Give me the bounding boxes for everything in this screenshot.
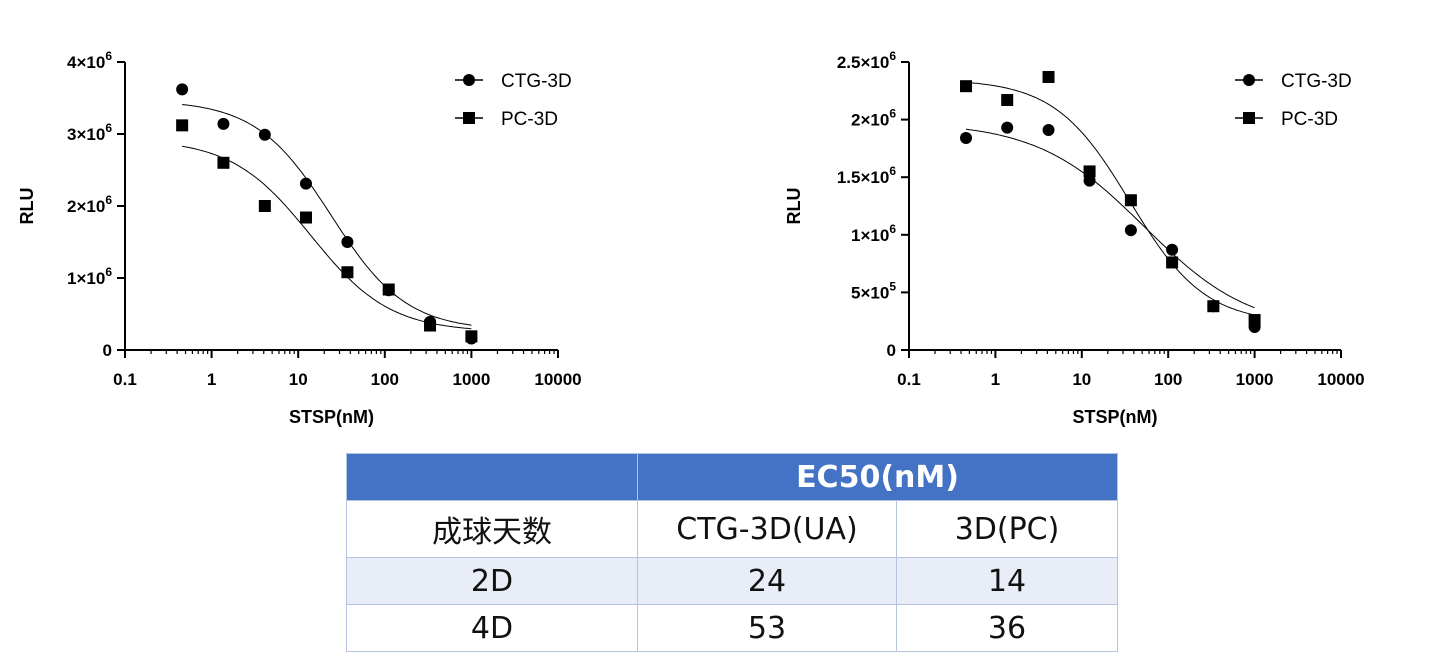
fit-curve-pc-3d (181, 145, 472, 330)
table-cell: 14 (895, 557, 1119, 605)
x-tick-label: 1 (207, 370, 216, 389)
data-point (1001, 94, 1014, 107)
ec50-group-header: EC50(nM) (636, 453, 1119, 501)
x-tick-label: 0.1 (897, 370, 921, 389)
y-tick-label: 0 (887, 341, 896, 360)
data-point (960, 132, 973, 145)
y-tick-label: 3×106 (67, 121, 112, 144)
legend-label: PC-3D (1281, 109, 1338, 130)
data-point (341, 266, 354, 279)
y-tick-label: 5×105 (851, 279, 896, 302)
x-axis-title: STSP(nM) (289, 407, 374, 427)
y-tick-label: 1.5×106 (837, 164, 896, 187)
y-tick-label: 1×106 (67, 265, 112, 288)
data-point (1124, 194, 1137, 207)
x-tick-label: 10000 (1317, 370, 1364, 389)
data-point (176, 119, 189, 132)
x-tick-label: 100 (1154, 370, 1182, 389)
data-point (1001, 121, 1014, 134)
y-tick-label: 4×106 (67, 49, 112, 72)
table-cell: 4D (346, 604, 638, 652)
x-axis-title: STSP(nM) (1073, 407, 1158, 427)
legend-marker (463, 112, 475, 124)
x-tick-label: 10 (1072, 370, 1091, 389)
legend-label: CTG-3D (1281, 71, 1352, 92)
x-tick-label: 0.1 (113, 370, 137, 389)
legend-marker (463, 74, 475, 86)
x-tick-label: 1 (991, 370, 1000, 389)
y-tick-label: 1×106 (851, 222, 896, 245)
table-cell: 53 (637, 604, 897, 652)
fit-curve-pc-3d (965, 81, 1255, 316)
y-tick-label: 2.5×106 (837, 49, 896, 72)
x-tick-label: 100 (371, 370, 399, 389)
data-point (258, 200, 271, 212)
x-tick-label: 1000 (1236, 370, 1274, 389)
fit-curve-ctg-3d (182, 104, 472, 326)
chart-left: 0.1 1 10 100 1000 10000 0 1×106 2×106 3×106 4×106 S… (17, 49, 582, 427)
data-point (1042, 70, 1055, 83)
table-row: 2D 24 14 (346, 557, 1119, 605)
y-tick-label: 0 (103, 341, 112, 360)
data-point (1124, 224, 1137, 237)
data-point (341, 236, 354, 248)
ec50-table: EC50(nM) 成球天数 CTG-3D(UA) 3D(PC) 2D 24 14… (346, 453, 1119, 652)
data-point (176, 83, 189, 96)
data-point (424, 319, 437, 332)
data-point (960, 80, 973, 93)
data-point (1166, 243, 1179, 256)
column-header-ctg: CTG-3D(UA) (637, 500, 897, 558)
data-point (1042, 123, 1055, 136)
data-point (217, 117, 230, 130)
column-header-pc: 3D(PC) (895, 500, 1119, 558)
chart-right: 0.1 1 10 100 1000 10000 0 5×105 1×106 1.5×106 2×10… (784, 49, 1365, 427)
data-point (217, 156, 230, 169)
table-header-row: EC50(nM) (346, 453, 1119, 501)
y-tick-label: 2×106 (851, 107, 896, 130)
x-tick-label: 1000 (452, 370, 490, 389)
legend-label: PC-3D (501, 109, 558, 130)
data-point (1207, 300, 1220, 313)
table-corner-cell (346, 453, 638, 501)
y-axis-title: RLU (17, 188, 37, 225)
table-cell: 24 (637, 557, 897, 605)
fit-curve-ctg-3d (965, 128, 1255, 309)
data-point (382, 283, 395, 296)
x-tick-label: 10000 (534, 370, 581, 389)
y-tick-label: 2×106 (67, 193, 112, 216)
table-cell: 2D (346, 557, 638, 605)
y-axis-title: RLU (784, 188, 804, 225)
data-point (299, 177, 312, 190)
table-cell: 36 (895, 604, 1119, 652)
data-point (465, 330, 478, 343)
legend-marker (1243, 112, 1255, 124)
table-column-row: 成球天数 CTG-3D(UA) 3D(PC) (346, 500, 1119, 558)
data-point (1248, 314, 1261, 327)
x-tick-label: 10 (289, 370, 308, 389)
legend-label: CTG-3D (501, 71, 572, 92)
data-point (299, 211, 312, 224)
data-point (258, 128, 271, 141)
table-row: 4D 53 36 (346, 604, 1119, 652)
data-point (1166, 256, 1179, 269)
column-header-days: 成球天数 (346, 500, 638, 558)
data-point (1083, 174, 1096, 187)
legend-marker (1243, 74, 1255, 86)
data-point (1083, 165, 1096, 178)
